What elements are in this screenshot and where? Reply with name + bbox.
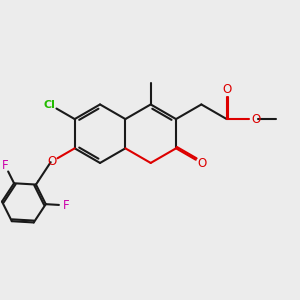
Text: O: O — [222, 83, 231, 97]
Text: F: F — [62, 199, 69, 212]
Text: O: O — [197, 157, 206, 169]
Text: O: O — [251, 112, 260, 126]
Text: Cl: Cl — [44, 100, 56, 110]
Text: F: F — [2, 159, 8, 172]
Text: O: O — [47, 155, 57, 168]
